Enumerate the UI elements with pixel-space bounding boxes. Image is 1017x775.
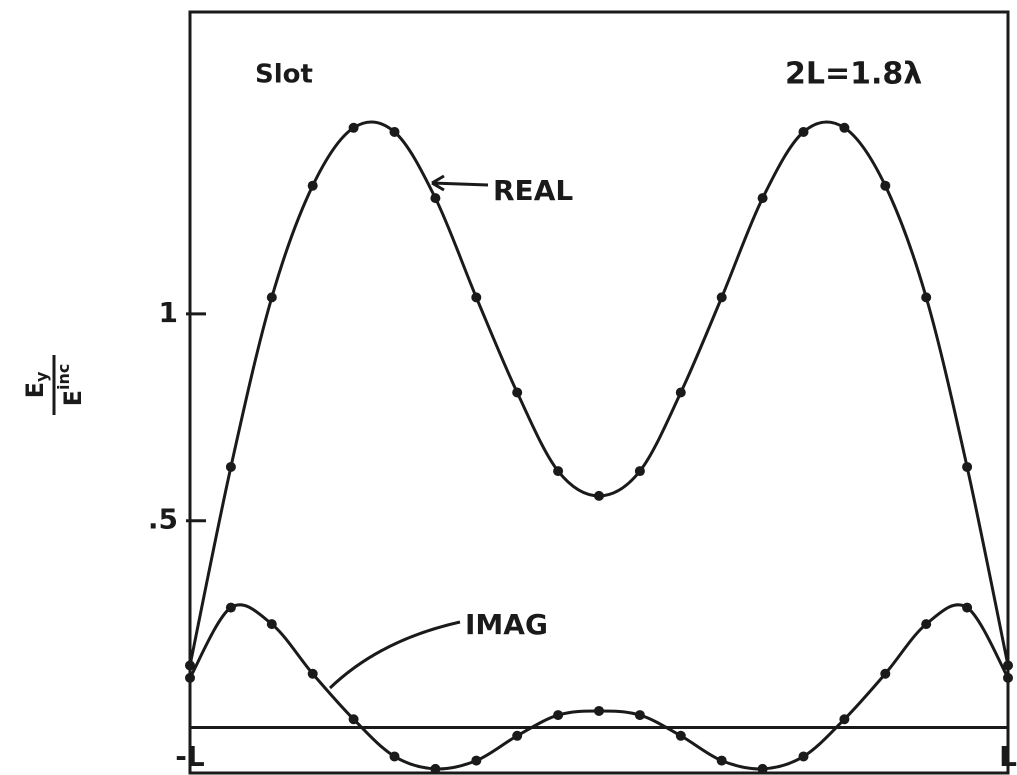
series-line [188,603,1010,771]
data-point [471,292,482,303]
data-point [307,668,318,679]
data-point [430,193,441,204]
data-point [716,292,727,303]
data-point [921,292,932,303]
series-line [188,120,1010,666]
data-point [266,619,277,630]
data-point [430,763,441,774]
data-point [553,466,564,477]
y-tick-label: .5 [148,503,178,536]
data-point [1003,660,1013,671]
data-point [512,387,523,398]
data-point [716,755,727,766]
data-point [185,672,195,683]
annotation-arrow [431,174,489,192]
data-point [634,466,645,477]
annotation-arrow [328,620,461,690]
x-tick-label: L [999,740,1017,773]
data-point [880,180,891,191]
y-axis-label: Ey Einc [21,355,87,415]
data-point [185,660,195,671]
data-point [921,619,932,630]
data-point [307,180,318,191]
data-point [389,126,400,137]
data-point [798,126,809,137]
data-point [348,122,359,133]
annotation: REAL [493,174,573,207]
data-point [675,387,686,398]
data-point [757,763,768,774]
data-point [757,193,768,204]
data-point [594,705,604,716]
data-point [225,461,236,472]
data-point [962,602,973,613]
plot-frame [188,10,1010,775]
data-point [880,668,891,679]
data-point [798,751,809,762]
y-label-den: Einc [54,364,88,407]
annotation: Slot [255,60,313,90]
annotation: IMAG [465,608,548,641]
annotation: 2L=1.8λ [785,57,922,92]
data-point [634,710,645,721]
data-point [512,730,523,741]
x-tick-label: -L [175,740,205,773]
data-point [553,710,564,721]
data-point [1003,672,1013,683]
data-point [839,122,850,133]
data-point [675,730,686,741]
y-label-text: E [59,390,87,406]
y-label-text: inc [54,364,73,390]
data-point [839,714,850,725]
data-point [225,602,236,613]
y-tick-label: 1 [159,296,178,329]
y-label-text: y [32,371,51,382]
data-point [348,714,359,725]
data-point [962,461,973,472]
y-label-text: E [21,382,49,398]
data-point [389,751,400,762]
data-point [266,292,277,303]
data-point [471,755,482,766]
y-label-num: Ey [21,371,51,398]
data-point [594,490,604,501]
